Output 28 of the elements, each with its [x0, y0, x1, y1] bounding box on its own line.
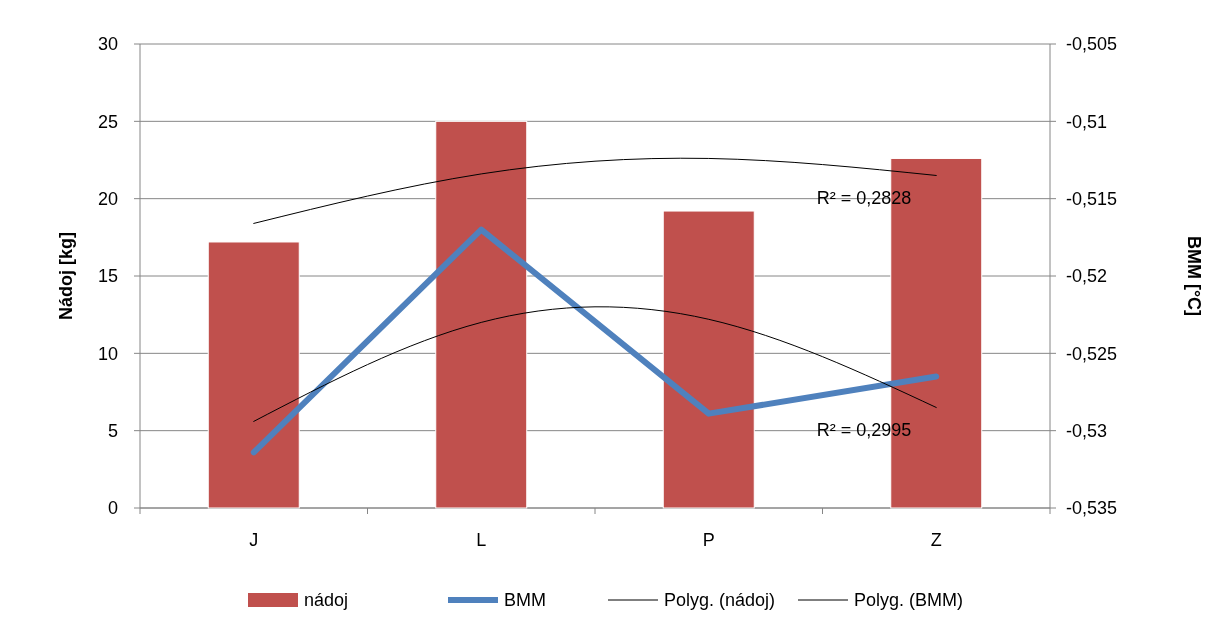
y-tick-label: 5	[107, 420, 118, 441]
y-tick-label: 10	[97, 343, 118, 364]
y2-tick-label: -0,52	[1066, 266, 1108, 287]
y-tick-label: 0	[107, 498, 118, 519]
x-tick-label: J	[249, 530, 259, 550]
y-tick-label: 15	[97, 266, 118, 287]
y2-tick-label: -0,525	[1066, 343, 1118, 364]
y2-tick-label: -0,53	[1066, 420, 1108, 441]
x-tick-label: Z	[930, 530, 942, 550]
x-tick-label: L	[476, 530, 487, 550]
y-tick-label: 25	[97, 111, 118, 132]
line-series	[253, 157, 937, 224]
y2-tick-label: -0,505	[1066, 34, 1118, 55]
bar	[435, 120, 528, 509]
y-tick-label: 20	[97, 188, 118, 209]
y-tick-label: 30	[97, 34, 118, 55]
legend-label: nádoj	[304, 590, 349, 611]
legend-label: BMM	[504, 590, 546, 611]
y-axis-title: Nádoj [kg]	[56, 232, 76, 320]
bar	[207, 241, 300, 509]
y2-tick-label: -0,51	[1066, 111, 1108, 132]
legend-label: Polyg. (BMM)	[854, 590, 964, 611]
x-tick-label: P	[702, 530, 715, 550]
y2-axis-title: BMM [°C]	[1184, 235, 1204, 317]
y2-tick-label: -0,515	[1066, 188, 1118, 209]
legend-label: Polyg. (nádoj)	[664, 590, 776, 611]
bar	[662, 210, 755, 509]
y2-tick-label: -0,535	[1066, 498, 1118, 519]
